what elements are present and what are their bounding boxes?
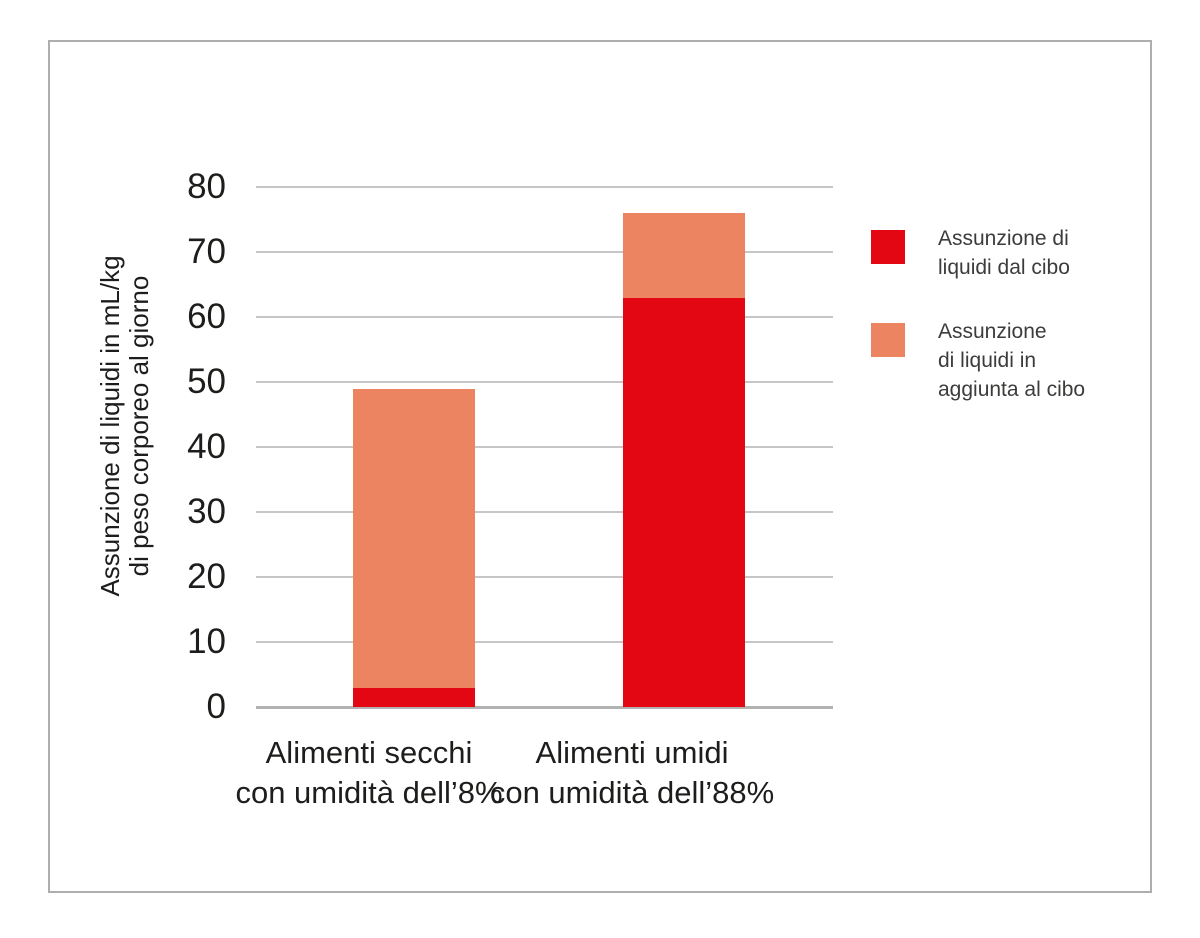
- y-tick-label-20: 20: [187, 557, 226, 596]
- x-category-label-1: Alimenti secchi con umidità dell’8%: [235, 733, 502, 813]
- y-tick-label-70: 70: [187, 232, 226, 271]
- y-tick-label-60: 60: [187, 297, 226, 336]
- x-category-label-2-line2: con umidità dell’88%: [489, 775, 775, 810]
- x-category-label-1-line1: Alimenti secchi: [265, 735, 473, 770]
- legend-label-1-line2: liquidi dal cibo: [938, 256, 1070, 279]
- chart-frame: [48, 40, 1152, 893]
- legend-swatch-food-liquid: [871, 230, 905, 264]
- legend-label-added-liquid: Assunzione di liquidi in aggiunta al cibo: [938, 317, 1085, 404]
- gridline: [256, 186, 833, 188]
- y-tick-label-40: 40: [187, 427, 226, 466]
- x-axis-baseline: [256, 706, 833, 709]
- gridline: [256, 576, 833, 578]
- bar-1-segment-food-liquid: [353, 687, 475, 707]
- x-category-label-1-line2: con umidità dell’8%: [235, 775, 503, 810]
- gridline: [256, 446, 833, 448]
- bar-2-segment-added-liquid: [623, 213, 745, 298]
- gridline: [256, 251, 833, 253]
- y-tick-label-50: 50: [187, 362, 226, 401]
- y-tick-label-0: 0: [206, 687, 226, 726]
- legend-swatch-added-liquid: [871, 323, 905, 357]
- y-tick-label-30: 30: [187, 492, 226, 531]
- bar-1-segment-added-liquid: [353, 388, 475, 688]
- legend-label-2-line3: aggiunta al cibo: [938, 378, 1086, 401]
- gridline: [256, 381, 833, 383]
- gridline: [256, 316, 833, 318]
- gridline: [256, 511, 833, 513]
- legend-label-2-line1: Assunzione: [938, 320, 1047, 343]
- legend-label-1-line1: Assunzione di: [938, 227, 1069, 250]
- bar-2-segment-food-liquid: [623, 297, 745, 707]
- x-category-label-2-line1: Alimenti umidi: [535, 735, 729, 770]
- y-tick-label-80: 80: [187, 167, 226, 206]
- legend-label-2-line2: di liquidi in: [938, 349, 1037, 372]
- y-tick-label-10: 10: [187, 622, 226, 661]
- legend-label-food-liquid: Assunzione di liquidi dal cibo: [938, 224, 1070, 282]
- gridline: [256, 641, 833, 643]
- x-category-label-2: Alimenti umidi con umidità dell’88%: [490, 733, 774, 813]
